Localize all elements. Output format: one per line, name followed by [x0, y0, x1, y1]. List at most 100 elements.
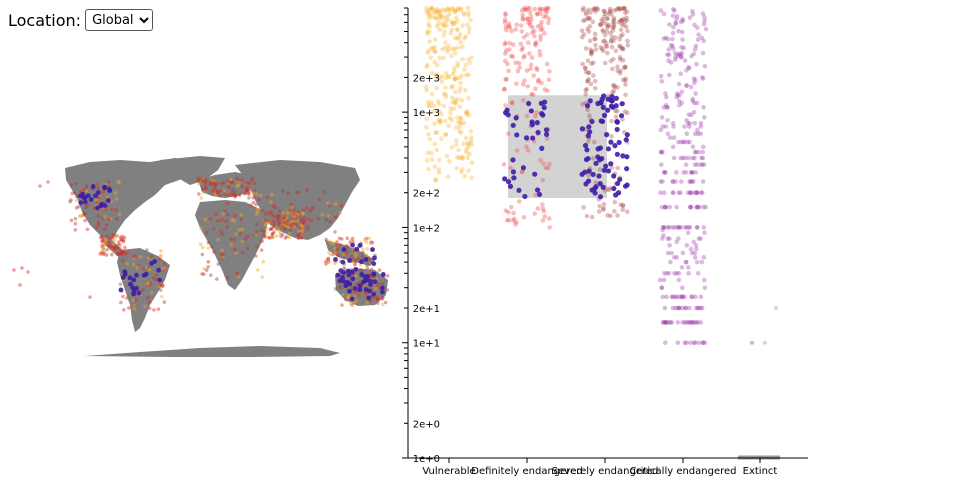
- data-point: [665, 236, 671, 241]
- data-point: [700, 11, 706, 16]
- data-point: [439, 111, 444, 117]
- data-point: [693, 242, 699, 248]
- map-point: [232, 238, 237, 242]
- data-point: [660, 124, 666, 129]
- map-point: [84, 205, 89, 209]
- map-point: [95, 182, 100, 187]
- location-select[interactable]: Global: [85, 9, 154, 31]
- data-point: [450, 6, 455, 11]
- data-point: [662, 320, 668, 325]
- map-point: [284, 211, 288, 216]
- data-point: [521, 34, 527, 40]
- map-point: [203, 184, 208, 188]
- data-point: [694, 100, 700, 106]
- data-point: [449, 7, 455, 12]
- map-point: [294, 218, 298, 223]
- data-point: [529, 55, 535, 60]
- data-point: [434, 6, 439, 12]
- world-map[interactable]: [0, 150, 400, 365]
- map-point: [85, 227, 90, 232]
- map-point: [275, 215, 280, 220]
- map-point: [148, 282, 153, 286]
- map-point: [274, 234, 279, 238]
- map-point: [354, 282, 359, 287]
- selected-point: [543, 127, 550, 133]
- map-point: [270, 213, 275, 218]
- map-point: [263, 223, 268, 227]
- data-point: [540, 6, 545, 12]
- data-point: [674, 16, 679, 22]
- data-point: [438, 13, 444, 18]
- data-point: [674, 170, 679, 175]
- data-point: [701, 204, 706, 210]
- data-point: [434, 23, 440, 29]
- data-point: [590, 19, 596, 25]
- data-point: [692, 22, 697, 28]
- map-point: [270, 234, 274, 238]
- data-point: [424, 124, 429, 130]
- map-point: [209, 181, 214, 186]
- map-point: [344, 297, 348, 302]
- map-point: [254, 254, 258, 258]
- data-point: [441, 103, 447, 109]
- data-point: [456, 75, 462, 81]
- map-point: [111, 242, 116, 247]
- data-point: [669, 320, 675, 325]
- data-point: [447, 11, 452, 17]
- map-selected-point: [365, 273, 371, 279]
- map-point: [20, 266, 24, 270]
- map-point: [111, 235, 115, 239]
- data-point: [426, 48, 432, 54]
- map-point: [284, 221, 288, 225]
- data-point: [519, 8, 525, 13]
- data-point: [544, 61, 550, 67]
- data-point: [680, 285, 685, 290]
- map-selected-point: [347, 258, 352, 263]
- data-point: [679, 44, 684, 50]
- map-point: [284, 226, 288, 231]
- selected-point: [584, 147, 590, 153]
- selection-box[interactable]: [508, 95, 607, 198]
- map-point: [251, 195, 255, 200]
- data-point: [442, 45, 448, 50]
- data-point: [457, 89, 462, 94]
- map-point: [110, 247, 114, 251]
- data-point: [661, 36, 667, 41]
- data-point: [702, 340, 708, 346]
- selected-point: [530, 135, 536, 141]
- map-point: [245, 185, 249, 190]
- data-point: [621, 5, 627, 11]
- data-point: [660, 320, 666, 325]
- data-point: [678, 139, 684, 145]
- map-point: [240, 184, 244, 189]
- map-selected-point: [368, 278, 373, 284]
- data-point: [674, 294, 679, 300]
- data-point: [503, 48, 509, 53]
- data-point: [694, 190, 699, 196]
- map-point: [210, 244, 214, 249]
- data-point: [614, 7, 620, 12]
- map-point: [216, 262, 221, 266]
- data-point: [663, 340, 668, 346]
- data-point: [464, 72, 469, 78]
- map-point: [118, 282, 123, 286]
- selected-point: [613, 95, 619, 101]
- map-point: [277, 209, 282, 213]
- selected-point: [589, 187, 595, 193]
- map-point: [249, 203, 253, 207]
- map-point: [115, 252, 120, 257]
- map-point: [377, 268, 382, 272]
- map-point: [300, 229, 305, 234]
- selected-point: [624, 154, 630, 160]
- data-point: [658, 149, 664, 155]
- data-point: [436, 101, 442, 107]
- data-point: [433, 15, 438, 20]
- data-point: [503, 12, 508, 18]
- map-point: [345, 249, 350, 253]
- map-point: [300, 221, 305, 225]
- data-point: [681, 45, 687, 51]
- data-point: [670, 30, 676, 36]
- data-point: [694, 246, 699, 252]
- map-point: [46, 180, 50, 184]
- data-point: [521, 214, 527, 220]
